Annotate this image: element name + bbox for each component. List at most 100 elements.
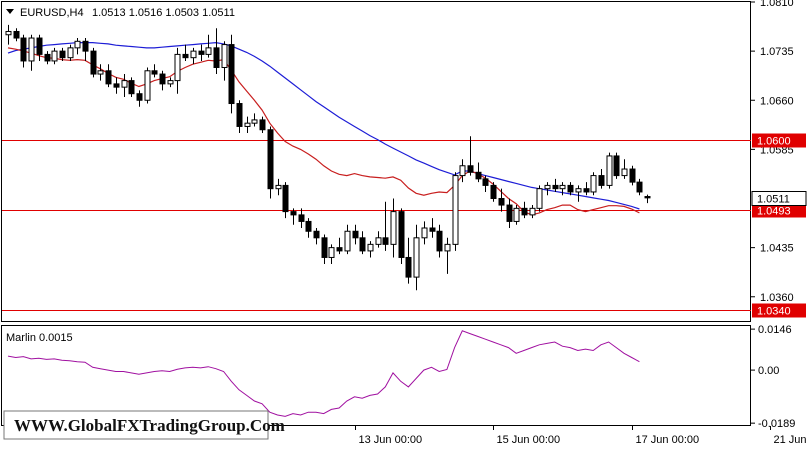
candle (28, 34, 35, 71)
osc-tick-label: -0.0189 (758, 418, 795, 430)
candle-body-down (105, 70, 112, 85)
candle-body-down (636, 181, 643, 193)
candle (128, 77, 135, 97)
candle-body-down (352, 230, 359, 239)
candle-body-down (475, 171, 482, 180)
candle-body-up (344, 230, 351, 252)
candle (298, 208, 305, 228)
candle-body-up (413, 237, 420, 278)
candle (151, 64, 158, 78)
candle-body-down (313, 230, 320, 239)
candle-body-up (174, 53, 181, 82)
candle-body-down (436, 230, 443, 252)
time-tick-label: 13 Jun 00:00 (359, 434, 423, 446)
candle (336, 237, 343, 255)
candle (367, 241, 374, 258)
candle-body-down (598, 175, 605, 186)
candle-body-up (167, 80, 174, 85)
candle (74, 38, 81, 55)
candle (190, 47, 197, 65)
ma-slow-line (7, 41, 640, 210)
candle-body-up (190, 50, 197, 59)
candle (475, 162, 482, 183)
dropdown-triangle-icon[interactable] (6, 9, 14, 14)
candle (144, 67, 151, 104)
candle (90, 47, 97, 78)
candle (121, 74, 128, 97)
candle (536, 185, 543, 212)
time-tick-label: 17 Jun 00:00 (636, 434, 700, 446)
candle-body-up (536, 188, 543, 209)
candle-body-down (398, 211, 405, 258)
candle-body-down (482, 178, 489, 186)
candle (613, 152, 620, 179)
candle (644, 194, 651, 204)
candle (159, 70, 166, 91)
candle-body-up (51, 50, 58, 62)
candle (313, 227, 320, 245)
candle-body-down (198, 50, 205, 55)
level-label-box (752, 303, 806, 318)
candle (459, 159, 466, 183)
candle (51, 47, 58, 65)
candle-body-up (375, 237, 382, 245)
candle-body-up (97, 70, 104, 75)
candle (13, 28, 20, 42)
candle-body-down (90, 50, 97, 75)
candle (482, 175, 489, 192)
level-label-box (752, 133, 806, 148)
candle-body-up (390, 211, 397, 245)
candle (36, 34, 43, 61)
candle (590, 172, 597, 196)
candle-body-up (590, 175, 597, 193)
candle-body-down (128, 80, 135, 95)
candle (44, 51, 51, 65)
candle-body-down (159, 73, 166, 85)
candle-body-up (121, 80, 128, 88)
current-price-marker: 1.0511 (751, 191, 807, 206)
candle-body-down (236, 103, 243, 127)
candle-body-up (559, 184, 566, 190)
candle (259, 116, 266, 134)
candle (429, 218, 436, 238)
candle (305, 218, 312, 238)
candle (174, 47, 181, 94)
candle (513, 205, 520, 225)
candle-body-up (205, 47, 212, 55)
candle-body-down (82, 40, 89, 52)
candle (583, 182, 590, 196)
candle-body-down (213, 47, 220, 69)
candle (275, 178, 282, 196)
level-lines: 1.0600 1.0493 1.0340 (2, 133, 806, 318)
candle-body-down (259, 119, 266, 131)
candle-body-down (290, 211, 297, 216)
candle-body-up (459, 165, 466, 177)
price-tick-label: 1.0660 (760, 95, 794, 107)
candle-body-down (228, 44, 235, 105)
candle (452, 172, 459, 251)
candle (82, 38, 89, 61)
candle-body-down (59, 50, 66, 59)
candle-body-down (567, 184, 574, 193)
candle (282, 182, 289, 219)
ohlc-values: 1.0513 1.0516 1.0503 1.0511 (92, 7, 235, 19)
candle-body-down (113, 83, 120, 88)
osc-tick-label: 0.00 (758, 365, 779, 377)
candle (598, 169, 605, 189)
candle (567, 182, 574, 196)
watermark-text: WWW.GlobalFXTradingGroup.Com (14, 416, 285, 435)
candle (290, 208, 297, 225)
candle (236, 100, 243, 134)
candle (444, 237, 451, 274)
candle (344, 224, 351, 255)
osc-tick-label: 0.0146 (758, 324, 792, 336)
candle-body-up (367, 243, 374, 252)
candle (405, 237, 412, 284)
candle (267, 126, 274, 199)
oscillator-panel-frame (1, 325, 751, 426)
candle-body-down (298, 214, 305, 222)
candle (97, 64, 104, 81)
candle-body-down (359, 237, 366, 252)
candle (498, 188, 505, 212)
